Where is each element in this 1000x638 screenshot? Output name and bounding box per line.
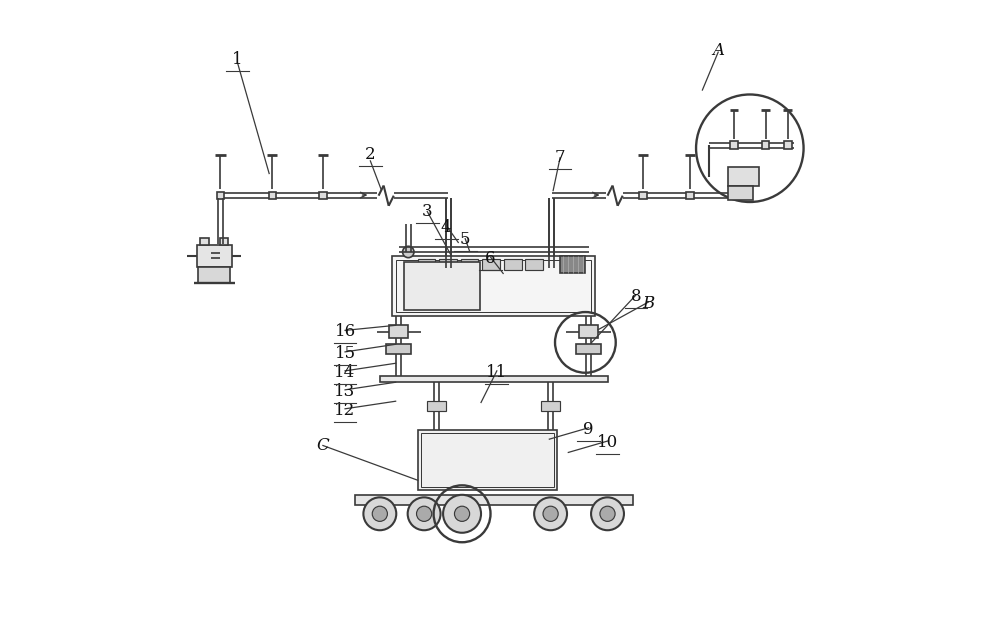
Bar [461,259,478,271]
Bar [396,260,591,312]
Bar [728,167,759,186]
Bar [728,186,753,200]
Bar [200,239,209,245]
Bar [418,259,435,271]
Bar [269,192,276,200]
Bar [439,259,457,271]
Text: C: C [317,437,329,454]
Bar [541,401,560,411]
Text: A: A [712,41,724,59]
Text: 10: 10 [597,434,618,451]
Bar [686,192,694,200]
Text: 2: 2 [365,146,376,163]
Bar [762,141,769,149]
Circle shape [417,506,432,521]
Text: 3: 3 [422,203,433,220]
Bar [421,433,554,487]
Text: 5: 5 [460,232,470,248]
Text: 6: 6 [485,251,496,267]
Bar [504,259,522,271]
Circle shape [534,498,567,530]
Circle shape [454,506,470,521]
Text: 11: 11 [486,364,507,382]
Bar [639,192,647,200]
Bar [482,259,500,271]
Bar [576,344,601,354]
Bar [198,267,230,283]
Bar [217,192,224,200]
Circle shape [408,498,441,530]
Text: B: B [642,295,655,312]
Text: 4: 4 [441,219,452,236]
Bar [427,401,446,411]
Bar [389,325,408,338]
Bar [197,245,232,267]
Circle shape [443,495,481,533]
Bar [355,495,633,505]
Bar [392,256,595,316]
Text: 7: 7 [555,149,565,167]
Text: 13: 13 [334,383,356,400]
Circle shape [363,498,396,530]
Text: 16: 16 [334,323,356,340]
Bar [560,256,585,274]
Bar [525,259,543,271]
Bar [404,262,480,309]
Text: 15: 15 [334,345,356,362]
Bar [386,344,411,354]
Circle shape [403,246,414,258]
Circle shape [543,506,558,521]
Bar [220,239,228,245]
Text: 12: 12 [334,402,356,419]
Bar [730,141,738,149]
Circle shape [600,506,615,521]
Text: 14: 14 [334,364,356,382]
Bar [418,429,557,490]
Circle shape [372,506,387,521]
Text: 1: 1 [232,51,243,68]
Bar [784,141,792,149]
Bar [380,376,608,382]
Bar [579,325,598,338]
Bar [319,192,327,200]
Circle shape [591,498,624,530]
Text: 8: 8 [631,288,641,306]
Text: 9: 9 [583,421,594,438]
